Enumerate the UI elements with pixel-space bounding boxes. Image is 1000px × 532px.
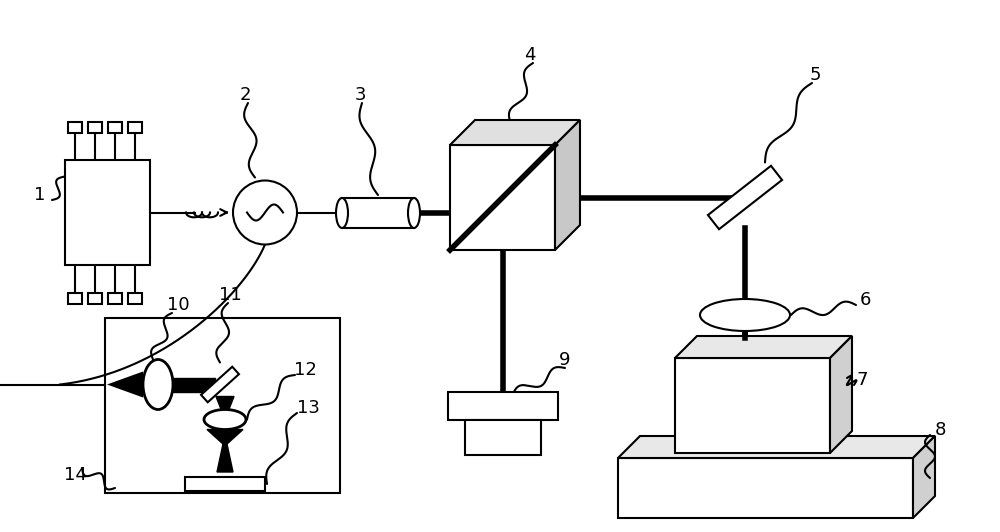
Ellipse shape [700, 299, 790, 331]
Bar [128, 122, 142, 133]
Bar [68, 293, 82, 304]
Text: 12: 12 [294, 361, 316, 379]
Polygon shape [675, 336, 852, 358]
Ellipse shape [204, 410, 246, 429]
Bar [464, 420, 540, 455]
Text: 2: 2 [239, 86, 251, 104]
Text: 3: 3 [354, 86, 366, 104]
Polygon shape [913, 436, 935, 518]
Polygon shape [830, 336, 852, 453]
Text: 7: 7 [856, 371, 868, 389]
Polygon shape [555, 120, 580, 250]
Bar [450, 145, 555, 250]
Polygon shape [708, 166, 782, 229]
Circle shape [233, 180, 297, 245]
Bar [448, 392, 558, 420]
Text: 8: 8 [934, 421, 946, 439]
Bar [105, 318, 340, 493]
Polygon shape [107, 371, 143, 397]
Text: 4: 4 [524, 46, 536, 64]
Bar [108, 293, 122, 304]
Bar [342, 198, 414, 228]
Ellipse shape [408, 198, 420, 228]
Bar [88, 122, 102, 133]
Polygon shape [201, 367, 239, 402]
Text: 9: 9 [559, 351, 571, 369]
Polygon shape [618, 436, 935, 458]
Bar [128, 293, 142, 304]
Text: 1: 1 [34, 186, 46, 204]
Ellipse shape [143, 360, 173, 410]
Text: 6: 6 [859, 291, 871, 309]
Text: 11: 11 [219, 286, 241, 304]
Ellipse shape [336, 198, 348, 228]
Text: 14: 14 [64, 466, 86, 484]
Bar [68, 122, 82, 133]
Text: 5: 5 [809, 66, 821, 84]
Bar [88, 293, 102, 304]
Bar [65, 160, 150, 265]
Polygon shape [217, 444, 233, 472]
Bar [675, 358, 830, 453]
Polygon shape [207, 429, 243, 444]
Polygon shape [216, 396, 234, 414]
Bar [108, 122, 122, 133]
Polygon shape [450, 120, 580, 145]
Bar [185, 477, 265, 491]
Bar [618, 458, 913, 518]
Text: 10: 10 [167, 296, 189, 314]
Text: 13: 13 [297, 399, 319, 417]
